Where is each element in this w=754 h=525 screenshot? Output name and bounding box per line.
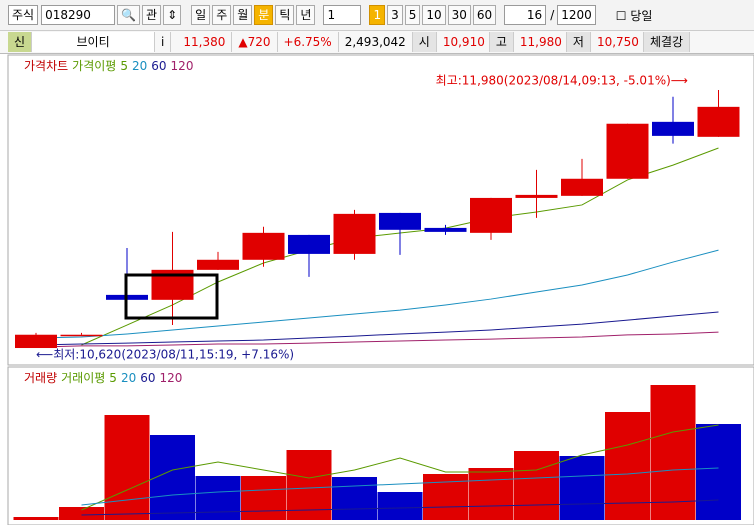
period-button[interactable]: 년 [296,5,316,25]
interval-select[interactable]: 1 [323,5,362,25]
high: 11,980 [514,32,567,52]
info-button[interactable]: i [155,32,172,52]
candle-body [561,178,603,196]
legend-title: 거래량 [24,371,57,385]
candle-body [606,123,649,179]
price: 11,380 [171,32,233,52]
ma-line [35,311,719,346]
candle-body [242,232,285,260]
badge: 신 [8,32,33,52]
volume-bar [59,507,104,520]
high-annotation: 최고:11,980(2023/08/14,09:13, -5.01%)⟶ [436,74,688,88]
volume: 2,493,042 [339,32,413,52]
minute-button[interactable]: 10 [422,5,446,25]
volume-bar [286,450,332,520]
legend-entry: 120 [171,59,194,73]
minute-button[interactable]: 5 [404,5,421,25]
legend-entry: 5 [120,59,128,73]
period-button[interactable]: 일 [191,5,211,25]
open-label: 시 [412,32,437,52]
scroll-button[interactable]: ⇕ [163,5,182,25]
volume-bar [13,517,59,520]
legend-entry: 120 [160,371,183,385]
period-button[interactable]: 주 [212,5,232,25]
candle-body [470,197,512,233]
volume-bar [332,477,377,520]
volume-bar [559,456,605,520]
low: 10,750 [591,32,644,52]
ma-line [35,331,719,348]
volume-bar [195,476,241,520]
minute-button[interactable]: 3 [387,5,403,25]
period-button[interactable]: 분 [254,5,274,25]
volume-bar [104,415,150,520]
ma-line [35,249,719,339]
high-label: 고 [489,32,514,52]
candle-body [652,121,694,136]
volume-bar [605,412,650,520]
volume-bar [150,435,195,520]
today-label: 당일 [630,8,653,23]
legend-entry: 20 [121,371,136,385]
ma-line [81,424,719,511]
ma-title: 거래이평 [61,371,105,385]
candle-body [424,227,467,232]
rate: +6.75% [278,32,339,52]
candle-body [15,334,57,349]
market-select[interactable]: 주식 [8,5,39,25]
candle-body [288,234,330,254]
low-label: 저 [566,32,591,52]
highlight-box [124,273,219,320]
price-panel [7,54,754,366]
candle-body [515,194,558,198]
volume-bar [241,476,286,520]
volume-bar [650,385,696,520]
volume-bar [696,424,741,520]
minute-button[interactable]: 60 [472,5,497,25]
slash: / [550,8,555,22]
volume-bar [377,492,423,520]
today-checkbox[interactable]: ☐ 당일 [615,8,653,23]
search-button[interactable]: 🔍 [117,5,141,25]
quote-bar: 신 브이티 i 11,380 ▲720 +6.75% 2,493,042 시 1… [0,30,754,54]
period-button[interactable]: 틱 [275,5,295,25]
ma-title: 가격이평 [72,59,116,73]
open: 10,910 [437,32,490,52]
ma-line [81,499,719,516]
stock-name: 브이티 [32,32,156,52]
candle-body [697,106,740,137]
gwan-button[interactable]: 관 [142,5,162,25]
legend-title: 가격차트 [24,59,68,73]
candle-body [197,259,239,270]
legend-entry: 5 [109,371,117,385]
minute-button[interactable]: 30 [447,5,471,25]
candle-body [379,212,421,230]
ma-line [81,467,719,506]
legend: 가격차트 가격이평 5 20 60 120 [24,59,193,73]
legend-entry: 60 [151,59,166,73]
total-input[interactable]: 1200 [557,5,596,25]
minute-button[interactable]: 1 [369,5,386,25]
low-annotation: ⟵최저:10,620(2023/08/11,15:19, +7.16%) [36,348,294,362]
legend-entry: 60 [140,371,155,385]
candle-body [60,334,103,337]
candle-body [333,213,376,254]
legend: 거래량 거래이평 5 20 60 120 [24,371,182,385]
count-input[interactable]: 16 [504,5,547,25]
volume-bar [514,451,559,520]
volume-bar [468,468,514,520]
period-button[interactable]: 월 [233,5,253,25]
legend-entry: 20 [132,59,147,73]
strength: 체결강 [643,32,691,52]
code-input[interactable]: 018290 [41,5,116,25]
change: ▲720 [232,32,278,52]
